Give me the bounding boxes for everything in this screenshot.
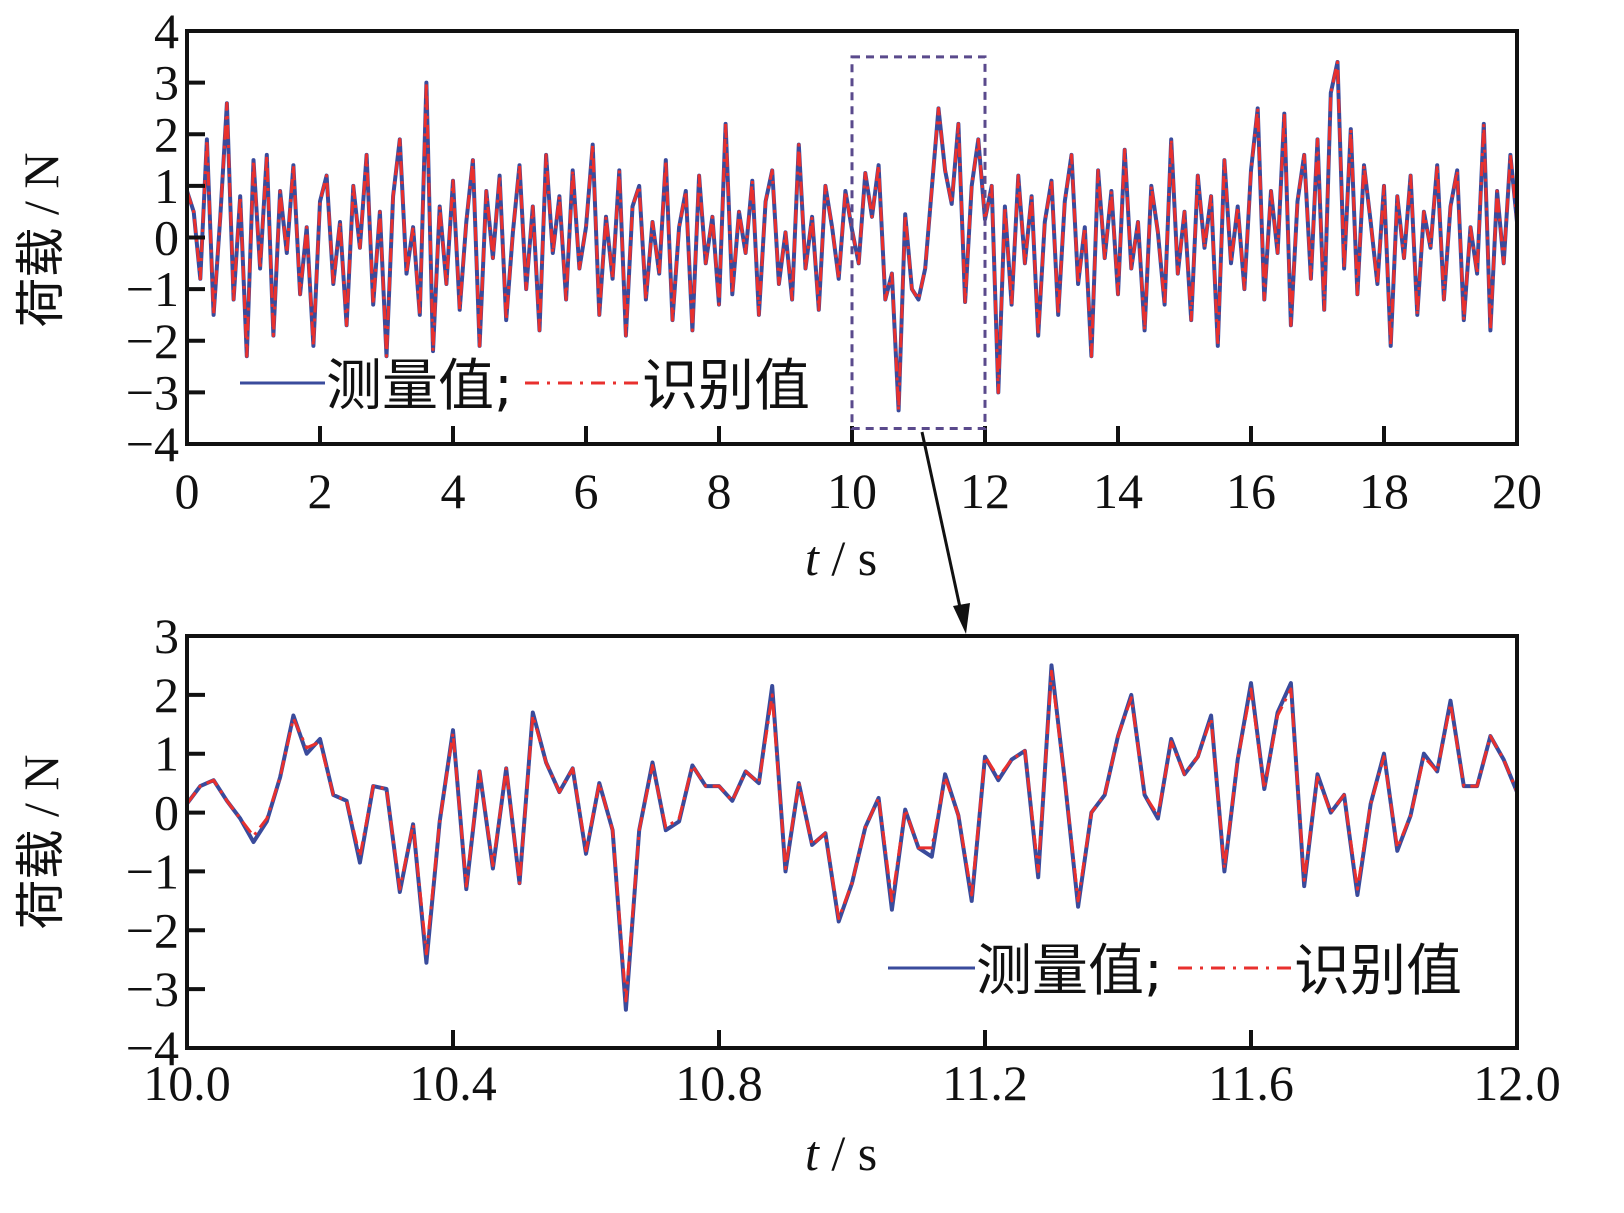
x-tick-label: 10.0 xyxy=(143,1055,231,1111)
x-tick-label: 12.0 xyxy=(1473,1055,1561,1111)
x-tick-label: 4 xyxy=(441,463,466,519)
x-tick-label: 16 xyxy=(1226,463,1276,519)
bottom-y-axis-title: 荷载 / N xyxy=(13,755,69,930)
x-tick-label: 0 xyxy=(175,463,200,519)
y-tick-label: −1 xyxy=(126,261,179,317)
y-tick-label: 3 xyxy=(154,55,179,111)
y-tick-label: −1 xyxy=(126,843,179,899)
zoom-region-box xyxy=(850,55,987,431)
x-tick-label: 6 xyxy=(574,463,599,519)
x-tick-label: 8 xyxy=(707,463,732,519)
x-axis-unit: / s xyxy=(819,530,877,586)
x-axis-variable: t xyxy=(805,1125,820,1181)
x-axis-variable: t xyxy=(805,530,820,586)
y-tick-label: −3 xyxy=(126,961,179,1017)
x-tick-label: 20 xyxy=(1492,463,1542,519)
y-tick-label: −2 xyxy=(126,313,179,369)
x-tick-label: 2 xyxy=(308,463,333,519)
top-y-axis-title: 荷载 / N xyxy=(13,153,69,328)
bottom-x-axis-title: t / s xyxy=(805,1125,877,1181)
y-tick-label: 3 xyxy=(154,608,179,664)
zoom-arrow xyxy=(920,431,970,634)
series-line-identified xyxy=(185,669,1519,1003)
y-tick-label: 2 xyxy=(154,106,179,162)
y-tick-label: 0 xyxy=(154,210,179,266)
bottom-legend: 测量值; 识别值 xyxy=(888,939,1462,1004)
legend-measured-label: 测量值; xyxy=(326,354,513,419)
x-tick-label: 10.8 xyxy=(675,1055,763,1111)
y-tick-label: −3 xyxy=(126,364,179,420)
legend-identified-label: 识别值 xyxy=(642,354,810,419)
bottom-plot-lines xyxy=(185,663,1519,1012)
y-tick-label: 2 xyxy=(154,667,179,723)
legend-identified-label: 识别值 xyxy=(1294,939,1462,1004)
top-x-axis-title: t / s xyxy=(805,530,877,586)
x-tick-label: 11.6 xyxy=(1208,1055,1294,1111)
top-plot-lines xyxy=(185,60,1519,413)
y-tick-label: −4 xyxy=(126,1020,179,1076)
x-tick-label: 14 xyxy=(1093,463,1143,519)
x-tick-label: 18 xyxy=(1359,463,1409,519)
x-tick-label: 10.4 xyxy=(409,1055,497,1111)
y-tick-label: 4 xyxy=(154,3,179,59)
series-line-identified xyxy=(185,60,1519,412)
y-tick-label: 1 xyxy=(154,158,179,214)
legend-measured-label: 测量值; xyxy=(976,939,1163,1004)
x-tick-label: 10 xyxy=(827,463,877,519)
x-tick-label: 12 xyxy=(960,463,1010,519)
y-tick-label: 0 xyxy=(154,785,179,841)
x-axis-unit: / s xyxy=(819,1125,877,1181)
y-tick-label: −4 xyxy=(126,416,179,472)
x-tick-label: 11.2 xyxy=(942,1055,1028,1111)
y-tick-label: 1 xyxy=(154,726,179,782)
y-tick-label: −2 xyxy=(126,902,179,958)
bottom-plot-frame xyxy=(185,634,1519,1050)
top-legend: 测量值; 识别值 xyxy=(240,354,810,419)
